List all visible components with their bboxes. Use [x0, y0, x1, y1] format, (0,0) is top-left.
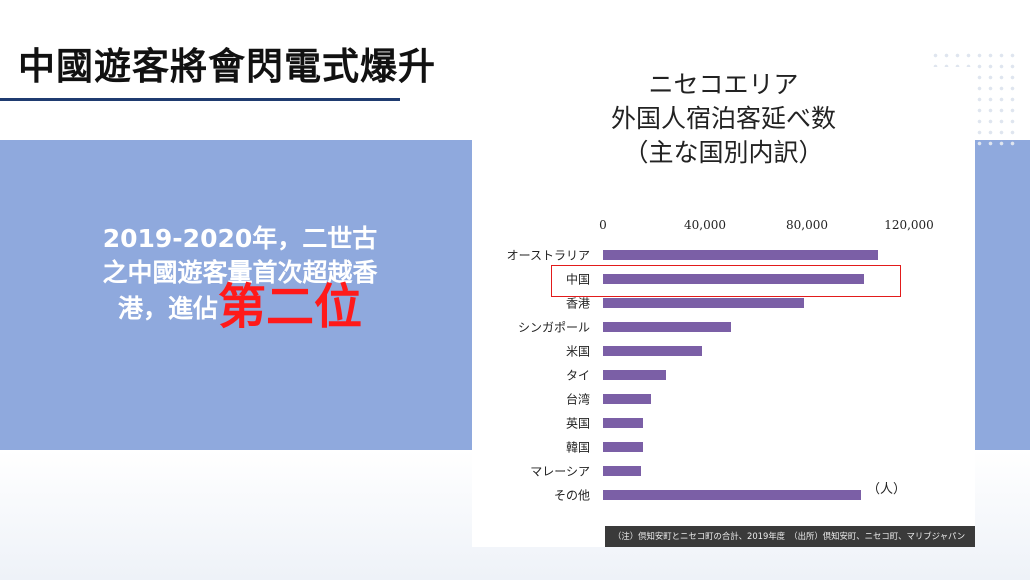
category-label: 香港	[565, 296, 590, 311]
callout-line-1: 2019-2020年，二世古	[102, 224, 378, 253]
callout-line-3: 港，進佔第二位	[60, 283, 420, 331]
chart-title-line-2: 外国人宿泊客延べ数	[610, 104, 836, 133]
chart-title-line-3: （主な国別内訳）	[623, 138, 824, 167]
x-tick-label: 80,000	[786, 218, 828, 232]
bar	[603, 250, 879, 260]
bar	[603, 322, 731, 332]
callout-line-2: 之中國遊客量首次超越香	[102, 258, 378, 287]
x-tick-label: 40,000	[684, 218, 726, 232]
bar	[603, 490, 861, 500]
category-label: 中国	[565, 272, 590, 287]
source-note: （注）倶知安町とニセコ町の合計、2019年度 （出所）倶知安町、ニセコ町、マリブ…	[605, 526, 975, 547]
category-label: 韓国	[565, 440, 590, 455]
callout-highlight: 第二位	[218, 279, 363, 335]
bar	[603, 298, 805, 308]
x-tick-label: 120,000	[884, 218, 934, 232]
bar	[603, 418, 643, 428]
unit-label: （人）	[867, 482, 907, 497]
category-label: 米国	[565, 344, 590, 359]
chart-panel: ニセコエリア 外国人宿泊客延べ数 （主な国別内訳） 0 40,000 80,000 1…	[472, 67, 975, 547]
category-label: 台湾	[565, 392, 590, 407]
bar	[603, 370, 667, 380]
category-label: その他	[553, 488, 590, 503]
x-tick-label: 0	[599, 218, 607, 232]
callout-prefix: 港，進佔	[117, 294, 218, 323]
callout-text: 2019-2020年，二世古 之中國遊客量首次超越香 港，進佔第二位	[60, 222, 420, 331]
category-label: タイ	[565, 368, 590, 383]
bar	[603, 274, 865, 284]
category-label: オーストラリア	[506, 248, 590, 263]
bar	[603, 394, 652, 404]
chart-title-line-1: ニセコエリア	[648, 70, 799, 99]
category-label: シンガポール	[517, 320, 590, 335]
bar	[603, 442, 643, 452]
slide-title: 中國遊客將會閃電式爆升	[18, 45, 436, 88]
bar	[603, 466, 642, 476]
category-label: 英国	[565, 416, 590, 431]
title-underline	[0, 98, 400, 101]
bar	[603, 346, 703, 356]
highlight-box	[551, 265, 901, 297]
category-label: マレーシア	[530, 464, 590, 479]
